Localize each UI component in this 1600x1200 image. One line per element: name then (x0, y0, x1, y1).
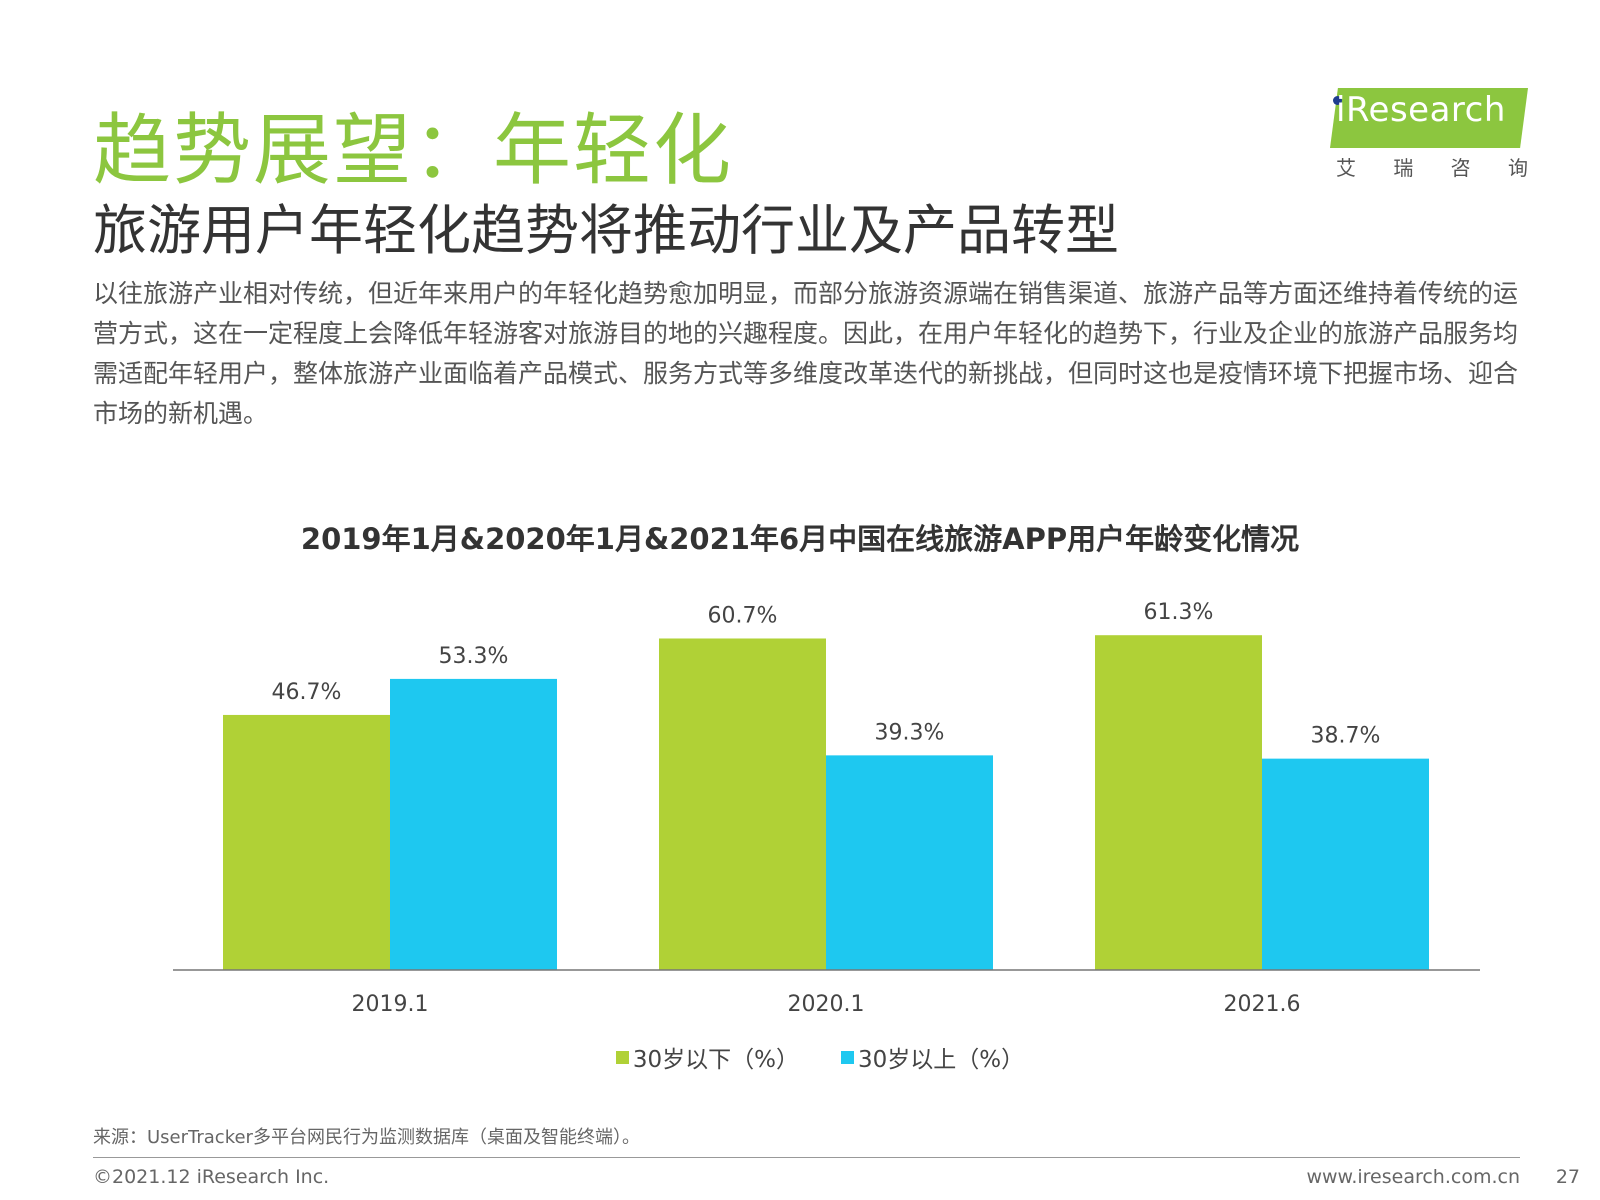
logo-dot (1333, 96, 1342, 105)
logo-sub-char: 艾 (1336, 156, 1356, 180)
legend-item-over-30: 30岁以上（%） (841, 1040, 1024, 1074)
legend-swatch-over-30 (841, 1050, 854, 1064)
data-label: 46.7% (272, 680, 342, 705)
copyright: ©2021.12 iResearch Inc. (93, 1166, 330, 1188)
page-subtitle: 旅游用户年轻化趋势将推动行业及产品转型 (93, 199, 1119, 262)
data-label: 38.7% (1311, 724, 1381, 749)
iresearch-logo: iResearch 艾 瑞 咨 询 (1330, 82, 1530, 182)
chart-title: 2019年1月&2020年1月&2021年6月中国在线旅游APP用户年龄变化情况 (300, 522, 1300, 556)
data-label: 61.3% (1144, 600, 1214, 625)
source-note: 来源：UserTracker多平台网民行为监测数据库（桌面及智能终端）。 (93, 1127, 640, 1148)
logo-background (1330, 88, 1528, 148)
bar-2019.1-series-1 (390, 678, 557, 970)
bar-chart: 46.7% 53.3% 2019.1 60.7% 39.3% 2020.1 61.3% 38.… (173, 600, 1480, 1017)
legend-label-under-30: 30岁以下（%） (632, 1047, 799, 1073)
page-title: 趋势展望：年轻化 (93, 106, 734, 196)
bar-2021.6-series-1 (1262, 758, 1429, 970)
bar-2020.1-series-0 (659, 638, 826, 970)
page-number: 27 (1555, 1166, 1580, 1188)
data-label: 39.3% (875, 720, 945, 745)
logo-sub-char: 询 (1507, 156, 1528, 180)
data-label: 60.7% (708, 603, 778, 628)
bar-2021.6-series-0 (1095, 635, 1262, 970)
logo-text: iResearch (1336, 90, 1506, 130)
x-tick-label: 2019.1 (352, 992, 429, 1017)
logo-subtitle: 艾 瑞 咨 询 (1336, 152, 1528, 181)
x-tick-label: 2020.1 (788, 992, 865, 1017)
legend-swatch-under-30 (615, 1050, 629, 1064)
legend-item-under-30: 30岁以下（%） (615, 1040, 799, 1074)
bar-2020.1-series-1 (826, 755, 993, 970)
x-tick-label: 2021.6 (1224, 992, 1301, 1017)
footer-divider (93, 1157, 1520, 1158)
bar-2019.1-series-0 (223, 714, 390, 970)
data-label: 53.3% (439, 644, 509, 669)
logo-sub-char: 咨 (1450, 156, 1471, 180)
legend-label-over-30: 30岁以上（%） (858, 1047, 1025, 1073)
chart-legend: 30岁以下（%） 30岁以上（%） (0, 1040, 1600, 1074)
logo-sub-char: 瑞 (1393, 156, 1414, 180)
body-paragraph: 以往旅游产业相对传统，但近年来用户的年轻化趋势愈加明显，而部分旅游资源端在销售渠… (93, 279, 1519, 428)
website-link[interactable]: www.iresearch.com.cn (1306, 1166, 1520, 1188)
